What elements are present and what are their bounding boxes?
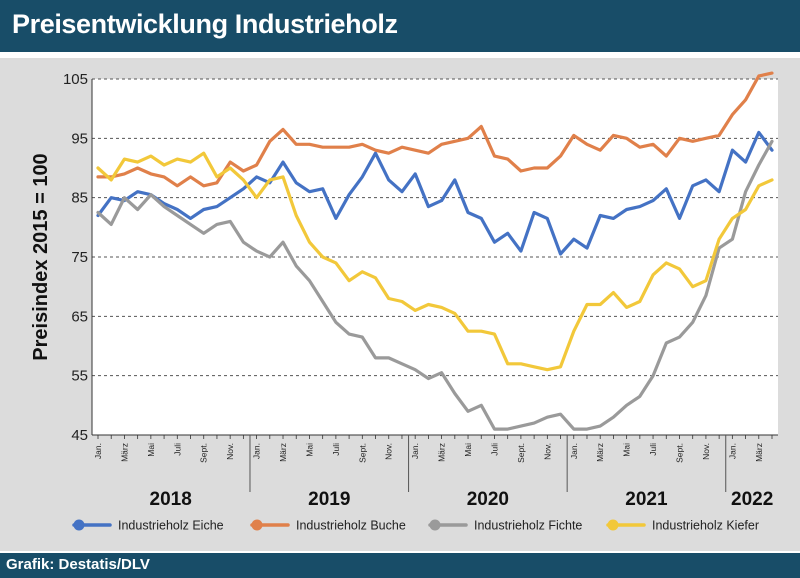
y-tick-label: 45 xyxy=(71,427,88,444)
legend-label: Industrieholz Eiche xyxy=(118,519,224,533)
y-tick-label: 65 xyxy=(71,308,88,325)
series-line-2 xyxy=(96,71,774,188)
x-tick-label: Sept. xyxy=(357,443,367,463)
chart-title: Preisentwicklung Industrieholz xyxy=(12,9,398,39)
series-line-1 xyxy=(96,130,774,256)
year-label: 2021 xyxy=(625,489,668,510)
x-tick-label: März xyxy=(278,443,288,462)
year-label: 2019 xyxy=(308,489,350,510)
x-tick-label: März xyxy=(437,443,447,462)
x-tick-label: Juli xyxy=(331,443,341,456)
year-label: 2020 xyxy=(467,489,509,510)
x-tick-label: März xyxy=(595,443,605,462)
x-tick-label: Mai xyxy=(622,443,632,457)
legend-label: Industrieholz Buche xyxy=(296,519,406,533)
x-tick-label: Jan. xyxy=(252,443,262,459)
y-tick-label: 105 xyxy=(63,71,88,88)
x-tick-label: Nov. xyxy=(225,443,235,460)
title-bar: Preisentwicklung Industrieholz xyxy=(0,0,800,52)
x-tick-label: März xyxy=(754,443,764,462)
y-tick-label: 75 xyxy=(71,249,88,266)
y-tick-label: 95 xyxy=(71,130,88,147)
x-tick-label: Sept. xyxy=(674,443,684,463)
y-axis-title: Preisindex 2015 = 100 xyxy=(30,153,52,360)
x-tick-label: Juli xyxy=(489,443,499,456)
series-line-4 xyxy=(96,151,774,372)
y-tick-label: 55 xyxy=(71,368,88,385)
legend-marker xyxy=(607,519,619,531)
year-label: 2018 xyxy=(150,489,192,510)
x-tick-label: Nov. xyxy=(542,443,552,460)
year-label: 2022 xyxy=(731,489,773,510)
x-tick-label: Mai xyxy=(146,443,156,457)
x-tick-label: Juli xyxy=(172,443,182,456)
x-tick-label: Jan. xyxy=(727,443,737,459)
x-tick-label: März xyxy=(119,443,129,462)
x-tick-label: Jan. xyxy=(410,443,420,459)
x-tick-label: Sept. xyxy=(516,443,526,463)
x-tick-label: Sept. xyxy=(199,443,209,463)
footer-bar: Grafik: Destatis/DLV xyxy=(0,553,800,578)
x-tick-label: Nov. xyxy=(701,443,711,460)
x-tick-label: Nov. xyxy=(384,443,394,460)
source-credit: Grafik: Destatis/DLV xyxy=(6,556,150,573)
y-tick-label: 85 xyxy=(71,190,88,207)
legend-marker xyxy=(73,519,85,531)
legend-marker xyxy=(429,519,441,531)
x-tick-label: Mai xyxy=(304,443,314,457)
x-tick-label: Jan. xyxy=(93,443,103,459)
series-line-3 xyxy=(96,139,774,431)
x-tick-label: Mai xyxy=(463,443,473,457)
x-tick-label: Jan. xyxy=(569,443,579,459)
x-tick-label: Juli xyxy=(648,443,658,456)
legend-label: Industrieholz Fichte xyxy=(474,519,582,533)
legend-label: Industrieholz Kiefer xyxy=(652,519,759,533)
legend-marker xyxy=(251,519,263,531)
